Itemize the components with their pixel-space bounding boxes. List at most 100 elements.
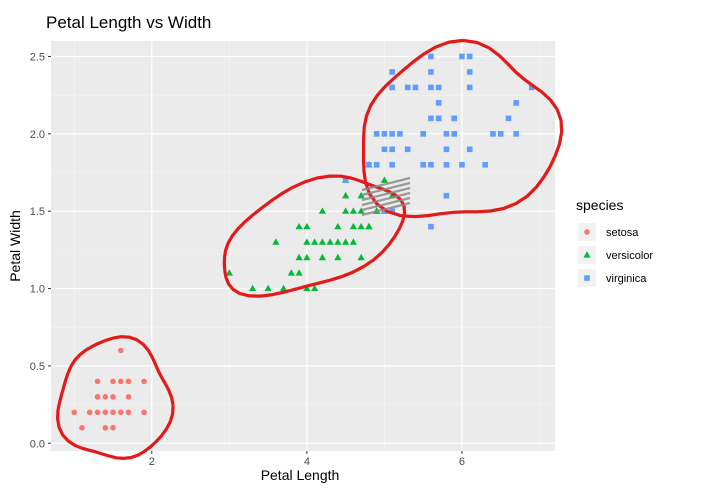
overlap-hatch-line — [361, 191, 411, 207]
virginica-point — [466, 53, 473, 60]
virginica-point — [412, 84, 419, 91]
setosa-point — [71, 409, 78, 416]
virginica-point — [428, 115, 434, 122]
setosa-circle-annotation — [56, 335, 175, 460]
versicolor-point — [311, 284, 319, 292]
versicolor-point — [225, 269, 233, 276]
virginica-point — [443, 146, 450, 153]
setosa-point — [117, 378, 124, 385]
setosa-point — [110, 424, 116, 431]
versicolor-point — [303, 284, 311, 292]
virginica-point — [420, 161, 426, 168]
setosa-point — [86, 409, 93, 416]
legend-label-versicolor: versicolor — [606, 250, 653, 262]
virginica-point — [490, 131, 496, 137]
chart-title: Petal Length vs Width — [46, 13, 211, 32]
virginica-point — [389, 161, 395, 168]
virginica-point — [443, 131, 450, 137]
versicolor-point — [264, 284, 272, 292]
versicolor-point — [357, 207, 365, 214]
versicolor-point — [357, 222, 365, 230]
versicolor-point — [334, 222, 342, 230]
versicolor-point — [280, 284, 288, 292]
virginica-point — [420, 131, 426, 137]
y-tick-label: 2.0 — [30, 129, 45, 141]
virginica-point — [404, 146, 411, 153]
virginica-point — [342, 177, 349, 184]
versicolor-legend-key — [583, 251, 591, 258]
annotations — [56, 38, 564, 460]
virginica-point — [513, 100, 520, 106]
setosa-point — [94, 394, 101, 400]
setosa-point — [117, 409, 124, 416]
data-points — [71, 53, 535, 431]
virginica-point — [389, 146, 395, 153]
versicolor-point — [334, 253, 342, 261]
versicolor-point — [380, 176, 389, 183]
versicolor-point — [365, 222, 373, 230]
virginica-point — [466, 69, 473, 75]
virginica-point — [466, 84, 473, 91]
virginica-point — [428, 223, 434, 230]
versicolor-point — [272, 238, 280, 245]
versicolor-point — [318, 207, 326, 214]
virginica-point — [435, 84, 442, 91]
versicolor-circle-annotation — [222, 174, 407, 298]
setosa-point — [141, 409, 147, 416]
versicolor-point — [349, 222, 357, 230]
versicolor-point — [318, 253, 326, 261]
virginica-point — [428, 53, 434, 60]
legend-title: species — [576, 197, 623, 213]
overlap-hatch-line — [361, 176, 411, 192]
legend-items: setosa versicolor virginica — [578, 223, 653, 287]
virginica-point — [466, 146, 473, 153]
versicolor-point — [249, 284, 257, 292]
legend: species setosa versicolor virginica — [576, 197, 653, 287]
setosa-point — [110, 394, 116, 400]
x-axis-title: Petal Length — [261, 467, 340, 483]
versicolor-point — [342, 207, 350, 214]
setosa-point — [110, 409, 116, 416]
y-tick-label: 0.5 — [30, 361, 45, 373]
versicolor-point — [357, 253, 365, 261]
versicolor-point — [295, 269, 303, 276]
setosa-point — [125, 409, 132, 416]
setosa-point — [102, 394, 109, 400]
virginica-point — [397, 131, 403, 137]
virginica-point — [381, 131, 388, 137]
virginica-point — [389, 208, 395, 214]
y-tick-label: 0.0 — [30, 438, 45, 450]
virginica-point — [389, 131, 395, 137]
y-axis-title: Petal Width — [7, 210, 23, 282]
virginica-point — [435, 115, 442, 122]
axis-ticks: 2 4 6 0.0 0.5 1.0 1.5 2.0 2.5 — [30, 51, 465, 468]
versicolor-point — [303, 253, 311, 261]
virginica-point — [513, 131, 520, 137]
versicolor-point — [326, 238, 334, 245]
virginica-point — [443, 192, 450, 199]
overlap-hatch-line — [361, 201, 411, 217]
virginica-point — [428, 69, 434, 75]
overlap-hatch-line — [361, 186, 411, 202]
virginica-point — [435, 100, 442, 106]
virginica-point — [366, 161, 372, 168]
setosa-point — [102, 409, 109, 416]
versicolor-point — [295, 253, 303, 261]
virginica-point — [443, 161, 450, 168]
virginica-point — [482, 161, 489, 168]
x-tick-label: 6 — [459, 456, 465, 468]
setosa-point — [102, 424, 109, 431]
versicolor-point — [334, 238, 342, 245]
gridlines — [51, 41, 555, 451]
virginica-point — [428, 161, 434, 168]
legend-label-virginica: virginica — [606, 273, 647, 285]
legend-label-setosa: setosa — [606, 227, 639, 239]
virginica-point — [389, 84, 395, 91]
virginica-point — [451, 115, 457, 122]
virginica-point — [505, 115, 512, 122]
virginica-point — [459, 161, 465, 168]
virginica-point — [381, 146, 388, 153]
y-tick-label: 2.5 — [30, 51, 45, 63]
setosa-legend-key — [584, 229, 590, 235]
x-tick-label: 4 — [304, 456, 310, 468]
